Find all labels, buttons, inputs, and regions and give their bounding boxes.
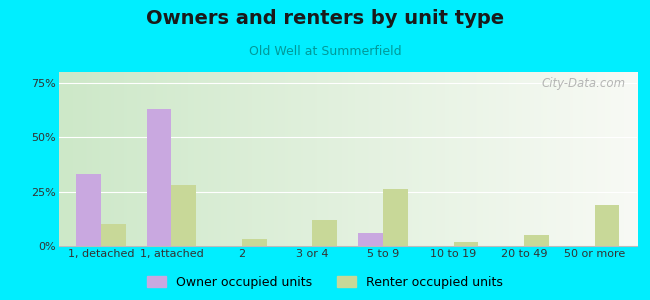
Legend: Owner occupied units, Renter occupied units: Owner occupied units, Renter occupied un… <box>142 271 508 294</box>
Text: Owners and renters by unit type: Owners and renters by unit type <box>146 9 504 28</box>
Bar <box>172 185 196 246</box>
Bar <box>595 205 619 246</box>
Text: City-Data.com: City-Data.com <box>541 77 625 90</box>
Bar <box>454 242 478 246</box>
Bar <box>147 109 172 246</box>
Bar <box>313 220 337 246</box>
Bar <box>383 190 408 246</box>
Text: Old Well at Summerfield: Old Well at Summerfield <box>249 45 401 58</box>
Bar <box>524 235 549 246</box>
Bar <box>76 174 101 246</box>
Bar <box>101 224 125 246</box>
Bar <box>358 233 383 246</box>
Bar <box>242 239 266 246</box>
